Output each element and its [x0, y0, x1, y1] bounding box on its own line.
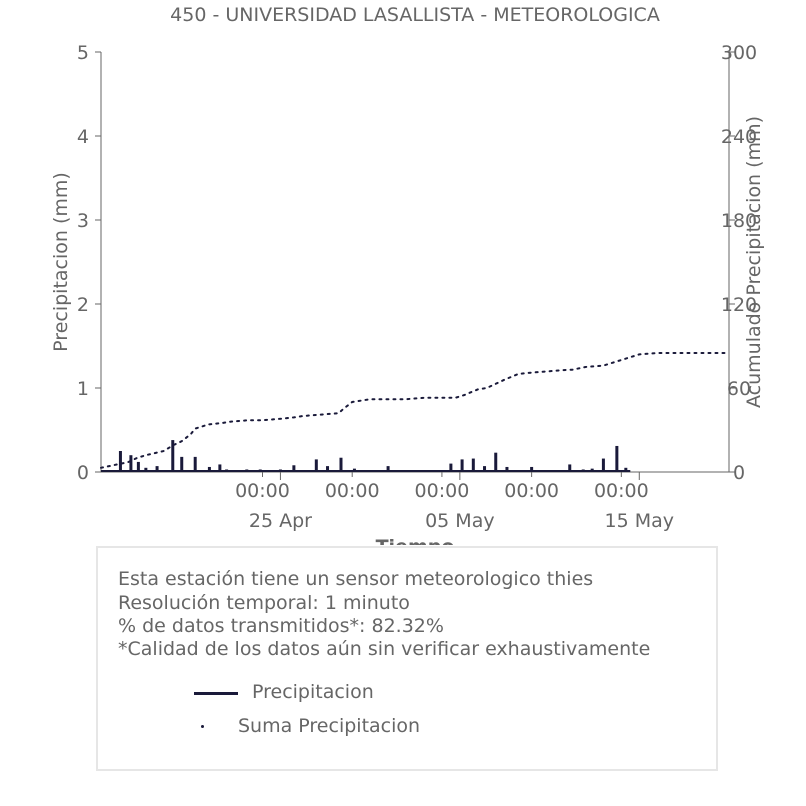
- x-tick-label-time: 00:00: [594, 480, 649, 502]
- info-box: Esta estación tiene un sensor meteorolog…: [96, 546, 718, 771]
- x-tick-label-time: 00:00: [235, 480, 290, 502]
- precipitacion-bar: [471, 458, 475, 472]
- precipitacion-bar: [218, 464, 222, 472]
- precipitacion-bar: [326, 466, 330, 472]
- precipitacion-bar: [624, 467, 628, 472]
- y-tick-label: 5: [77, 42, 89, 64]
- suma-precipitacion-line: [100, 352, 730, 469]
- x-tick-label-date: 05 May: [425, 510, 495, 532]
- y2-tick-label: 180: [721, 210, 757, 232]
- precipitacion-bar: [136, 461, 140, 472]
- precipitacion-bar: [314, 459, 318, 472]
- precipitacion-bar: [386, 466, 390, 472]
- y2-tick-label: 300: [721, 42, 757, 64]
- chart-title: 450 - UNIVERSIDAD LASALLISTA - METEOROLO…: [170, 4, 660, 26]
- precipitacion-bar: [193, 456, 197, 472]
- chart-marks: 0 1 2 3 4 5 0 60 120 180 240 300 00:00 00:00 00:00 00:0…: [77, 42, 757, 532]
- precipitacion-bar: [155, 466, 159, 472]
- y2-tick-label: 120: [721, 294, 757, 316]
- y-axis-label: Precipitacion (mm): [50, 172, 72, 352]
- y2-axis-label: Acumulado Precipitacion (mm): [743, 116, 765, 408]
- x-tick-label-date: 15 May: [605, 510, 675, 532]
- precipitacion-bar: [530, 466, 534, 472]
- precipitacion-bar: [207, 466, 211, 472]
- precipitacion-bar: [292, 465, 296, 472]
- y-tick-label: 3: [77, 210, 89, 232]
- x-tick-label-time: 00:00: [504, 480, 559, 502]
- precipitacion-bar: [144, 467, 148, 472]
- y-tick-label: 2: [77, 294, 89, 316]
- precipitacion-bar: [129, 455, 133, 472]
- precipitacion-bar: [339, 457, 343, 472]
- precipitacion-bar: [460, 459, 464, 472]
- y-tick-label: 1: [77, 378, 89, 400]
- x-tick-label-time: 00:00: [415, 480, 470, 502]
- legend-item-suma: Suma Precipitacion: [238, 715, 421, 737]
- legend-item-precipitacion: Precipitacion: [252, 681, 374, 703]
- y2-tick-label: 240: [721, 126, 757, 148]
- x-tick-label-time: 00:00: [325, 480, 380, 502]
- precipitacion-bar: [171, 440, 175, 472]
- precipitacion-bar: [601, 458, 605, 472]
- x-tick-label-date: 25 Apr: [249, 510, 312, 532]
- precipitacion-bar: [449, 463, 453, 472]
- precipitacion-bar: [118, 451, 122, 472]
- info-line: Resolución temporal: 1 minuto: [118, 592, 410, 614]
- legend-dot-swatch: [201, 725, 204, 728]
- chart: 450 - UNIVERSIDAD LASALLISTA - METEOROLO…: [50, 4, 765, 545]
- y-tick-label: 0: [77, 462, 89, 484]
- precipitacion-bar: [494, 452, 498, 472]
- precipitacion-bar: [505, 466, 509, 472]
- legend-line-swatch: [194, 692, 238, 695]
- precipitacion-bar: [615, 445, 619, 472]
- precipitacion-bar: [483, 466, 487, 472]
- x-axis-label: Tiempo: [376, 536, 455, 545]
- precipitacion-bar: [180, 456, 184, 472]
- y2-tick-label: 60: [727, 378, 751, 400]
- y-tick-label: 4: [77, 126, 89, 148]
- info-line: *Calidad de los datos aún sin verificar …: [118, 638, 651, 660]
- info-line: Esta estación tiene un sensor meteorolog…: [118, 568, 594, 590]
- info-line: % de datos transmitidos*: 82.32%: [118, 615, 444, 637]
- y2-tick-label: 0: [733, 462, 745, 484]
- precipitacion-bar: [568, 464, 572, 472]
